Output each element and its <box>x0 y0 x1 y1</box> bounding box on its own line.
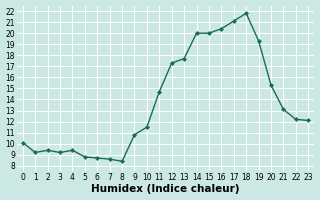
X-axis label: Humidex (Indice chaleur): Humidex (Indice chaleur) <box>91 184 240 194</box>
